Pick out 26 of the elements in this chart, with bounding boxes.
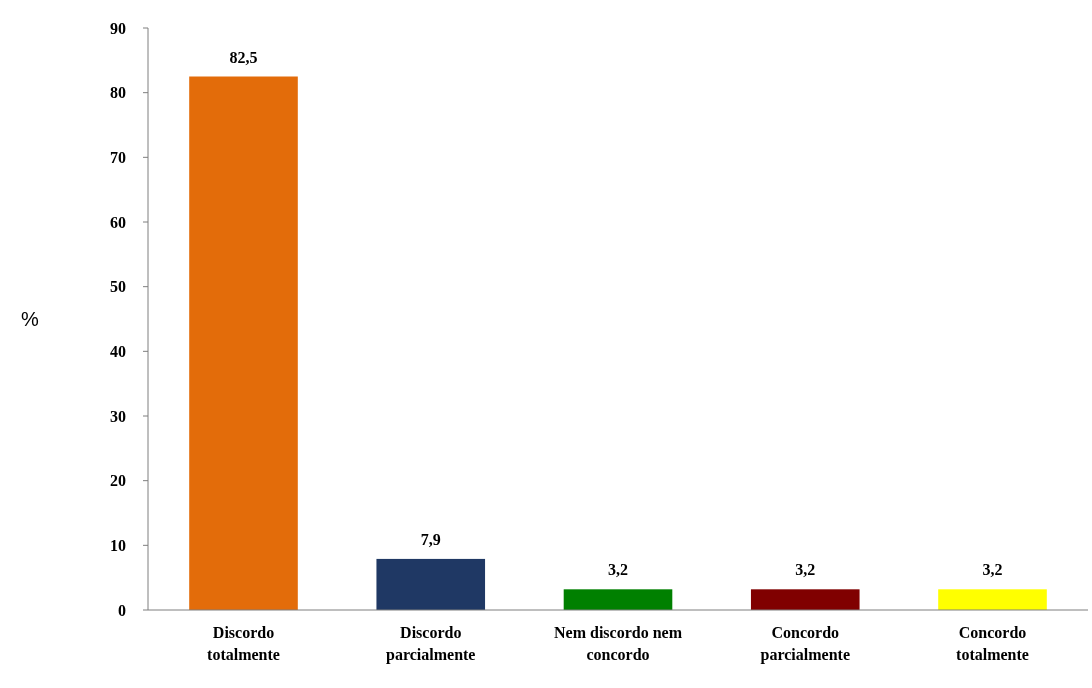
data-label: 82,5 — [229, 48, 258, 66]
bar — [376, 558, 486, 610]
data-label: 3,2 — [982, 561, 1003, 579]
bar — [938, 589, 1047, 610]
bar — [750, 589, 860, 610]
x-tick-label: Concordo parcialmente — [760, 624, 850, 664]
x-tick-label: Discordo totalmente — [207, 624, 280, 663]
y-axis-title: % — [21, 308, 40, 330]
y-tick-label: 60 — [110, 213, 126, 231]
y-tick-label: 40 — [110, 342, 126, 360]
y-tick-label: 90 — [110, 19, 126, 37]
data-label: 3,2 — [795, 561, 816, 579]
y-tick-label: 50 — [110, 278, 126, 296]
x-tick-label: Nem discordo nem concordo — [554, 624, 683, 663]
data-label: 3,2 — [608, 561, 628, 579]
x-tick-label: Discordo parcialmente — [386, 624, 476, 664]
bar — [189, 76, 298, 610]
x-tick-label: Concordo totalmente — [956, 624, 1029, 663]
bar — [563, 589, 673, 610]
y-tick-label: 10 — [110, 536, 126, 554]
y-tick-label: 30 — [110, 407, 126, 425]
data-label: 7,9 — [420, 530, 441, 548]
y-tick-label: 20 — [110, 472, 126, 490]
y-tick-label: 0 — [118, 601, 126, 619]
y-tick-label: 80 — [110, 84, 126, 102]
y-tick-label: 70 — [110, 148, 126, 166]
